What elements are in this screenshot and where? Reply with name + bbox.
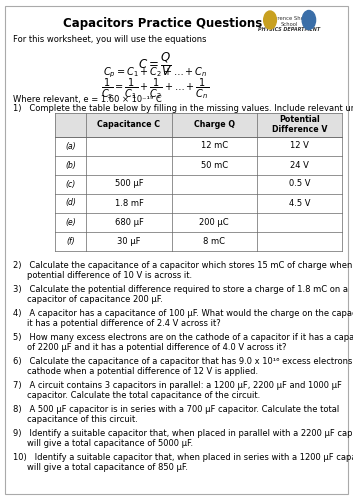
Text: Capacitance C: Capacitance C [97, 120, 161, 129]
Circle shape [264, 11, 276, 29]
Text: (b): (b) [65, 160, 76, 170]
Text: will give a total capacitance of 5000 μF.: will give a total capacitance of 5000 μF… [27, 438, 193, 448]
Text: (a): (a) [65, 142, 76, 150]
Text: 500 μF: 500 μF [115, 180, 143, 188]
Text: (e): (e) [65, 218, 76, 226]
Text: $\dfrac{1}{C_s}=\dfrac{1}{C_1}+\dfrac{1}{C_2}+\ldots+\dfrac{1}{C_n}$: $\dfrac{1}{C_s}=\dfrac{1}{C_1}+\dfrac{1}… [101, 76, 209, 102]
Text: 3)   Calculate the potential difference required to store a charge of 1.8 mC on : 3) Calculate the potential difference re… [13, 284, 348, 294]
Text: 8)   A 500 μF capacitor is in series with a 700 μF capacitor. Calculate the tota: 8) A 500 μF capacitor is in series with … [13, 404, 340, 413]
Text: (f): (f) [66, 236, 75, 246]
Text: Capacitors Practice Questions: Capacitors Practice Questions [63, 18, 262, 30]
Text: $C_p=C_1+C_2+\ldots+C_n$: $C_p=C_1+C_2+\ldots+C_n$ [103, 66, 208, 80]
Text: 6)   Calculate the capacitance of a capacitor that has 9.0 x 10¹⁶ excess electro: 6) Calculate the capacitance of a capaci… [13, 356, 353, 366]
FancyBboxPatch shape [5, 6, 348, 494]
Text: 4.5 V: 4.5 V [289, 198, 310, 207]
Text: capacitor. Calculate the total capacitance of the circuit.: capacitor. Calculate the total capacitan… [27, 390, 260, 400]
Text: Charge Q: Charge Q [193, 120, 235, 129]
Text: cathode when a potential difference of 12 V is applied.: cathode when a potential difference of 1… [27, 366, 258, 376]
Text: 8 mC: 8 mC [203, 236, 225, 246]
Text: For this worksheet, you will use the equations: For this worksheet, you will use the equ… [13, 35, 207, 44]
Text: 4)   A capacitor has a capacitance of 100 μF. What would the charge on the capac: 4) A capacitor has a capacitance of 100 … [13, 308, 353, 318]
Text: $C=\dfrac{Q}{V}$: $C=\dfrac{Q}{V}$ [138, 50, 173, 78]
FancyBboxPatch shape [55, 112, 342, 136]
Text: 24 V: 24 V [290, 160, 309, 170]
Text: capacitance of this circuit.: capacitance of this circuit. [27, 414, 138, 424]
Text: (c): (c) [65, 180, 76, 188]
Text: (d): (d) [65, 198, 76, 207]
Text: 5)   How many excess electrons are on the cathode of a capacitor if it has a cap: 5) How many excess electrons are on the … [13, 332, 353, 342]
Text: Where relevant, e = 1.60 × 10⁻¹⁹ C: Where relevant, e = 1.60 × 10⁻¹⁹ C [13, 95, 162, 104]
Text: Lawrence Sheriff
School: Lawrence Sheriff School [267, 16, 312, 27]
Text: potential difference of 10 V is across it.: potential difference of 10 V is across i… [27, 270, 192, 280]
Text: 1.8 mF: 1.8 mF [114, 198, 143, 207]
Text: 10)   Identify a suitable capacitor that, when placed in series with a 1200 μF c: 10) Identify a suitable capacitor that, … [13, 452, 353, 462]
Text: 12 mC: 12 mC [201, 142, 228, 150]
Text: Potential
Difference V: Potential Difference V [272, 115, 327, 134]
Text: 200 μC: 200 μC [199, 218, 229, 226]
Text: PHYSICS DEPARTMENT: PHYSICS DEPARTMENT [258, 27, 321, 32]
Text: 2)   Calculate the capacitance of a capacitor which stores 15 mC of charge when : 2) Calculate the capacitance of a capaci… [13, 260, 353, 270]
Circle shape [302, 10, 316, 29]
Text: 30 μF: 30 μF [117, 236, 141, 246]
Text: 0.5 V: 0.5 V [289, 180, 310, 188]
Text: will give a total capacitance of 850 μF.: will give a total capacitance of 850 μF. [27, 462, 188, 471]
Text: capacitor of capacitance 200 μF.: capacitor of capacitance 200 μF. [27, 294, 163, 304]
Text: of 2200 μF and it has a potential difference of 4.0 V across it?: of 2200 μF and it has a potential differ… [27, 342, 286, 351]
Text: 680 μF: 680 μF [114, 218, 143, 226]
Text: 50 mC: 50 mC [201, 160, 228, 170]
Text: 12 V: 12 V [290, 142, 309, 150]
Text: it has a potential difference of 2.4 V across it?: it has a potential difference of 2.4 V a… [27, 318, 221, 328]
Text: 7)   A circuit contains 3 capacitors in parallel: a 1200 μF, 2200 μF and 1000 μF: 7) A circuit contains 3 capacitors in pa… [13, 380, 342, 390]
Text: 9)   Identify a suitable capacitor that, when placed in parallel with a 2200 μF : 9) Identify a suitable capacitor that, w… [13, 428, 353, 438]
Text: 1)   Complete the table below by filling in the missing values. Include relevant: 1) Complete the table below by filling i… [13, 104, 353, 113]
